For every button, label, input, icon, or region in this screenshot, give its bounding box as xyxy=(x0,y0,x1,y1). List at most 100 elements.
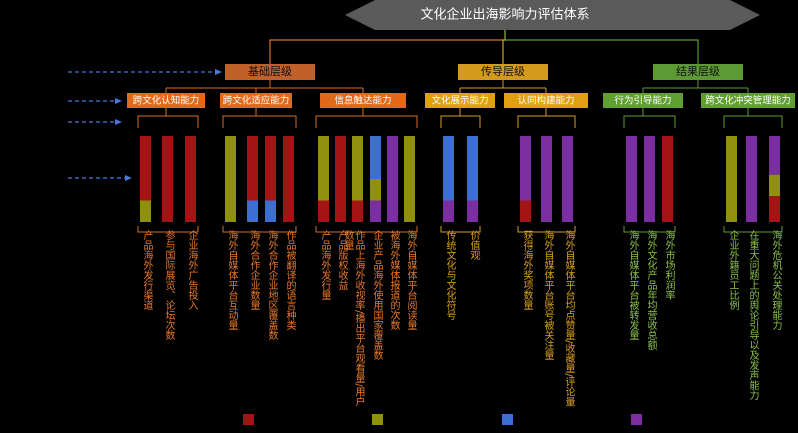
indicator-bar xyxy=(662,136,673,222)
indicator-bar xyxy=(265,136,276,201)
indicator-label: 企业外籍员工比例 xyxy=(727,230,738,310)
indicator-bar xyxy=(443,136,454,201)
indicator-bar xyxy=(541,136,552,222)
legend-swatch xyxy=(243,414,254,425)
indicator-label: 传统文化与文化符号 xyxy=(444,230,455,320)
indicator-label: 海外危机公关处理能力 xyxy=(770,230,781,330)
bracket xyxy=(440,115,481,128)
indicator-bar xyxy=(162,136,173,222)
indicator-bar xyxy=(520,200,531,222)
title: 文化企业出海影响力评估体系 xyxy=(420,7,589,23)
ability-box xyxy=(127,93,205,108)
bracket xyxy=(517,226,576,233)
indicator-bar xyxy=(352,200,363,222)
level-box xyxy=(225,64,315,80)
legend-swatch xyxy=(631,414,642,425)
level-box xyxy=(653,64,743,80)
indicator-label: 价值观 xyxy=(468,230,479,260)
indicator-bar xyxy=(140,136,151,201)
indicator-bar xyxy=(370,136,381,179)
indicator-label: 海外文化产品年均营收总额 xyxy=(645,230,656,350)
bracket xyxy=(222,226,297,233)
indicator-bar xyxy=(318,200,329,222)
ability-box xyxy=(603,93,683,108)
indicator-bar xyxy=(247,200,258,222)
indicator-bar xyxy=(265,200,276,222)
legend-swatch xyxy=(502,414,513,425)
indicator-label: 产品海外发行渠道 xyxy=(141,230,152,310)
indicator-bar xyxy=(404,136,415,222)
ability-label: 跨文化适应能力 xyxy=(223,95,290,107)
indicator-label: 海外自媒体平台被转发量 xyxy=(627,230,638,340)
bracket xyxy=(517,115,576,128)
indicator-bar xyxy=(443,200,454,222)
ability-box xyxy=(425,93,495,108)
bracket xyxy=(440,226,481,233)
indicator-bar xyxy=(370,179,381,201)
connector xyxy=(504,30,699,64)
level-arrows xyxy=(68,69,222,181)
indicator-label: 被海外媒体报道的次数 xyxy=(388,230,399,330)
ability-box xyxy=(504,93,588,108)
ability-box xyxy=(701,93,795,108)
indicator-label: 海外合作企业数量 xyxy=(248,230,259,310)
indicator-bar xyxy=(283,136,294,222)
indicator-bar xyxy=(626,136,637,222)
indicator-bar xyxy=(387,136,398,222)
ability-box xyxy=(220,93,292,108)
bracket xyxy=(137,115,199,128)
bracket xyxy=(723,226,783,233)
indicator-bar xyxy=(467,136,478,201)
indicator-label: 产品海外发行量 xyxy=(319,230,330,300)
indicator-bar xyxy=(370,200,381,222)
indicator-bar xyxy=(185,136,196,222)
indicator-label: 作品被翻译的语言种类 xyxy=(284,230,295,330)
indicator-label: 获得海外奖项数量 xyxy=(521,230,532,310)
indicator-bar xyxy=(318,136,329,201)
bracket xyxy=(315,115,418,128)
indicator-label: 海外自媒体平台阅读量 xyxy=(405,230,416,330)
indicator-label: 企业产品海外使用国家覆盖数 xyxy=(371,230,382,360)
indicator-bar xyxy=(225,136,236,222)
indicator-label: 参与国际展览、论坛次数 xyxy=(163,230,174,340)
level-label: 传导层级 xyxy=(481,65,525,78)
indicator-bar xyxy=(746,136,757,222)
legend xyxy=(243,414,642,425)
indicator-label: 在重大问题上的舆论引导以及发声能力 xyxy=(747,230,758,400)
indicator-label: 海外自媒体平台互动量 xyxy=(226,230,237,330)
bracket xyxy=(623,226,676,233)
indicator-label: 企业海外广告投入 xyxy=(186,230,197,310)
indicator-label: 作品上海外收视率/播出平台观看量/用户数量 xyxy=(342,230,364,407)
level-label: 结果层级 xyxy=(676,65,720,78)
legend-swatch xyxy=(372,414,383,425)
indicator-label: 海外合作企业地区覆盖数 xyxy=(266,230,277,340)
ability-label: 认同构建能力 xyxy=(517,95,574,107)
indicator-bar xyxy=(140,200,151,222)
connector xyxy=(269,30,506,64)
bracket xyxy=(723,115,783,128)
indicator-label: 海外自媒体平台账号被关注量 xyxy=(542,230,553,360)
ability-label: 信息触达能力 xyxy=(334,95,391,107)
indicator-bar xyxy=(644,136,655,222)
ability-label: 行为引导能力 xyxy=(614,95,671,107)
indicator-bar xyxy=(352,136,363,201)
indicator-bar xyxy=(726,136,737,222)
level-box xyxy=(458,64,548,80)
indicator-bar xyxy=(467,200,478,222)
ability-label: 跨文化冲突管理能力 xyxy=(705,95,791,107)
ability-label: 跨文化认知能力 xyxy=(133,95,200,107)
indicator-bar xyxy=(769,174,780,197)
bracket xyxy=(222,115,297,128)
indicator-bar xyxy=(769,196,780,222)
ability-label: 文化展示能力 xyxy=(431,95,488,107)
title-hexagon xyxy=(345,0,760,30)
indicator-bar xyxy=(335,136,346,222)
indicator-label: 海外市场利润率 xyxy=(663,230,674,300)
indicator-bar xyxy=(562,136,573,222)
bracket xyxy=(623,115,676,128)
ability-box xyxy=(320,93,406,108)
level-label: 基础层级 xyxy=(248,65,292,78)
indicator-label: 产品版权收益 xyxy=(336,230,347,290)
